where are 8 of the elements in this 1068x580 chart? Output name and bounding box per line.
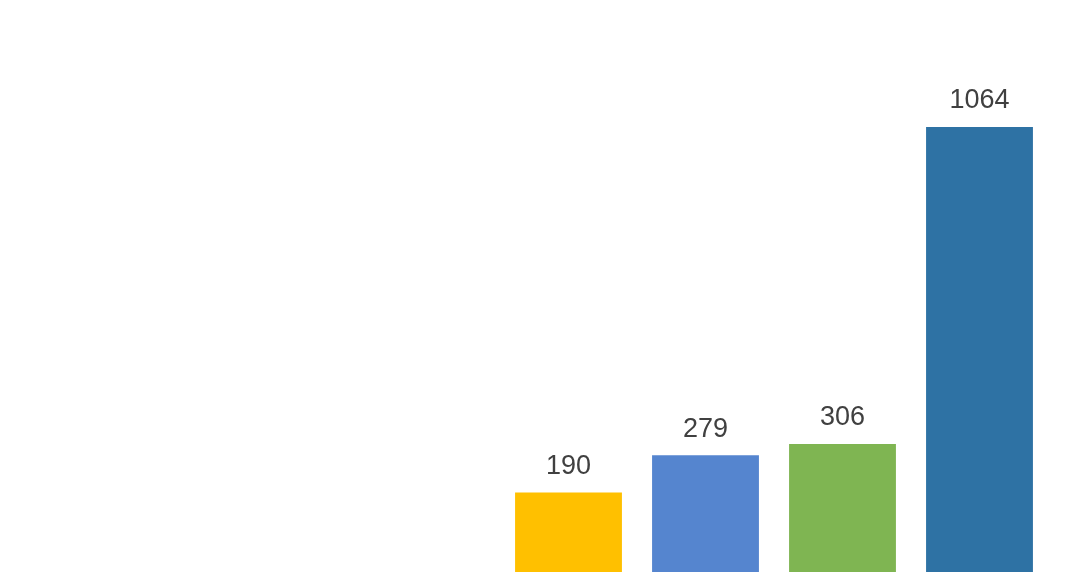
bar [789, 443, 896, 572]
bar [652, 455, 759, 572]
data-label: 1064 [949, 84, 1010, 115]
data-label: 279 [682, 412, 729, 443]
data-label: 306 [819, 401, 866, 432]
bar [515, 492, 622, 572]
data-label: 190 [545, 450, 592, 481]
bar [926, 126, 1033, 572]
